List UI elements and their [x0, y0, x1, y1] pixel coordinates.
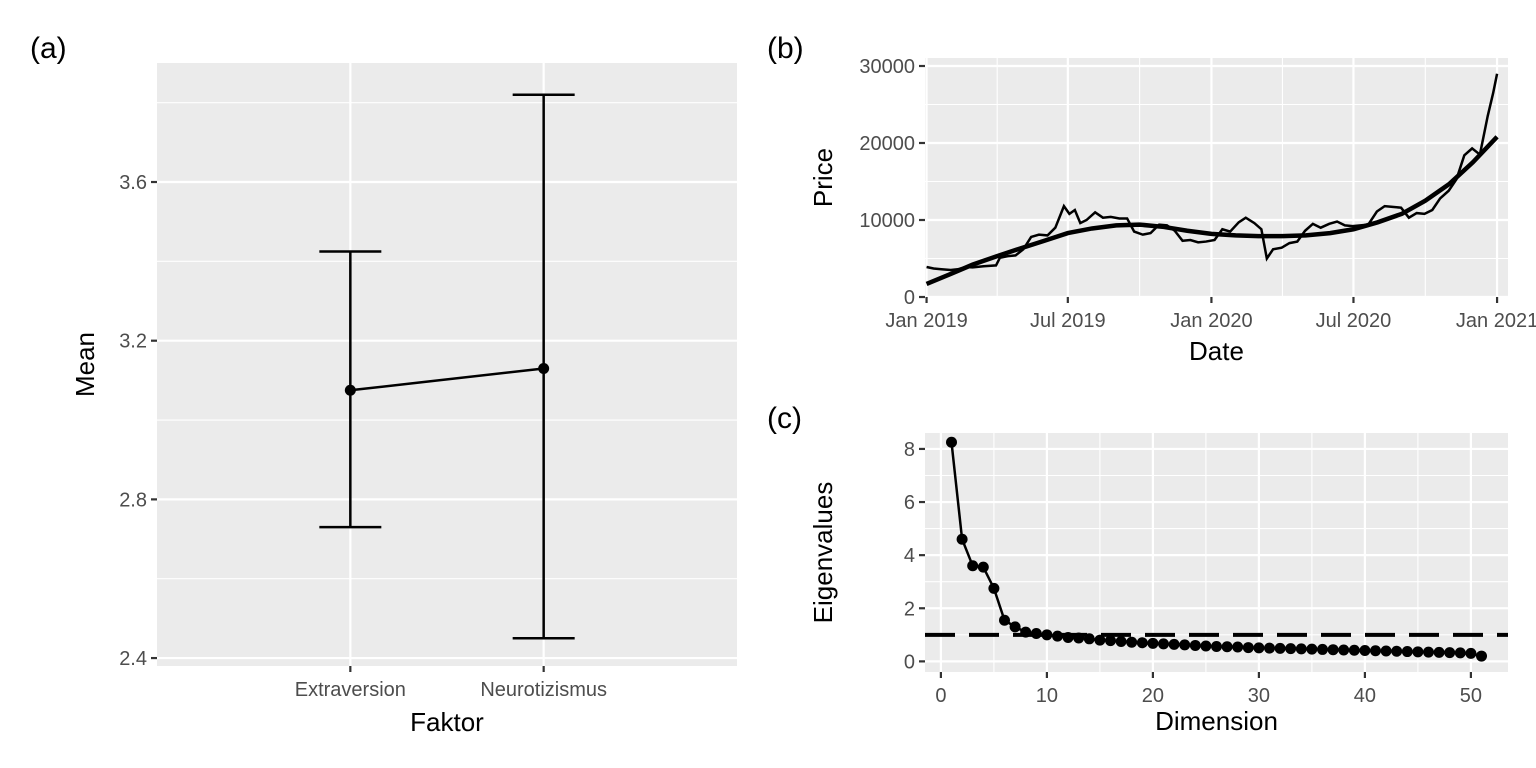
panel-c-x-tick-label: 10 — [1036, 685, 1058, 707]
panel-a-background — [157, 63, 737, 666]
panel-a-y-tick-label: 2.8 — [119, 489, 147, 511]
panel-c-eigen-point — [1242, 642, 1254, 654]
panel-b-x-tick-label: Jan 2020 — [1170, 310, 1252, 332]
panel-b-y-tick-label: 10000 — [859, 210, 915, 232]
panel-c-x-tick-label: 20 — [1142, 685, 1164, 707]
panel-c-eigen-point — [946, 436, 957, 448]
panel-b-background — [925, 58, 1508, 297]
panel-c-eigen-point — [1083, 633, 1095, 645]
panel-c-tag: (c) — [767, 402, 802, 435]
panel-b-y-tick-label: 0 — [904, 287, 915, 309]
panel-c-eigen-point — [1179, 639, 1191, 651]
panel-c-eigen-point — [956, 533, 968, 545]
panel-a-mean-point — [538, 362, 550, 374]
panel-c-eigen-point — [1476, 650, 1487, 662]
panel-c-eigen-point — [1232, 641, 1244, 653]
panel-b-x-title: Date — [1189, 336, 1244, 366]
panel-c-y-title: Eigenvalues — [808, 482, 838, 624]
panel-c-eigen-point — [967, 560, 979, 572]
panel-c-eigen-point — [1009, 621, 1021, 633]
panel-c-eigen-point — [1253, 642, 1265, 654]
panel-c-y-tick-label: 0 — [904, 651, 915, 673]
panel-c-eigen-point — [1285, 643, 1297, 655]
panel-c-eigen-point — [1306, 643, 1318, 655]
panel-c-eigen-point — [1370, 645, 1381, 657]
panel-c-eigen-point — [1105, 635, 1116, 647]
panel-c-eigen-point — [1158, 638, 1169, 650]
panel-c-eigen-point — [1274, 642, 1286, 654]
panel-c-x-tick-label: 0 — [935, 685, 946, 707]
panel-b-tag: (b) — [767, 32, 804, 65]
panel-c-y-tick-label: 8 — [904, 439, 915, 461]
panel-c-eigen-point — [1211, 641, 1222, 653]
panel-c-eigen-point — [1391, 645, 1403, 657]
panel-b-x-tick-label: Jul 2020 — [1316, 310, 1392, 332]
panel-a-mean-line — [350, 367, 544, 392]
panel-c-eigen-point — [1168, 638, 1180, 650]
panel-c-eigen-point — [999, 614, 1010, 626]
panel-c-eigen-point — [1221, 641, 1233, 653]
panel-a-x-title: Faktor — [410, 707, 484, 737]
panel-c-eigen-point — [1423, 646, 1434, 658]
panel-b-y-tick-label: 20000 — [859, 133, 915, 155]
panel-c-eigen-point — [1073, 632, 1085, 644]
panel-c: (c) 0 2 4 6 8 0 10 20 30 40 50 Dimension Eigenvalues — [767, 402, 1508, 736]
panel-c-eigen-point — [1380, 645, 1392, 657]
panel-b-x-tick-label: Jul 2019 — [1030, 310, 1106, 332]
panel-c-eigen-point — [988, 582, 1000, 594]
panel-c-eigen-point — [1317, 643, 1328, 655]
panel-c-x-title: Dimension — [1155, 706, 1278, 736]
panel-a-y-title: Mean — [70, 332, 100, 397]
panel-c-eigen-point — [1052, 630, 1063, 642]
panel-a-y-tick-label: 3.2 — [119, 331, 147, 353]
panel-c-eigen-point — [1126, 636, 1138, 648]
panel-c-y-tick-label: 2 — [904, 598, 915, 620]
panel-a: (a) 2.4 2.8 3.2 3.6 Extraversion Neurotizismus… — [30, 32, 737, 737]
panel-c-eigen-point — [1030, 627, 1042, 639]
panel-b-x-tick-label: Jan 2021 — [1456, 310, 1536, 332]
panel-a-y-tick-label: 3.6 — [119, 172, 147, 194]
panel-c-eigen-point — [1433, 646, 1445, 658]
panel-c-eigen-point — [1359, 644, 1371, 656]
panel-c-y-tick-label: 6 — [904, 492, 915, 514]
panel-b: (b) 0 10000 20000 30000 Jan 2019 Jul 2019 Jan 2… — [767, 32, 1536, 366]
panel-c-eigen-point — [1147, 637, 1159, 649]
panel-c-eigen-point — [977, 561, 989, 573]
panel-c-eigen-point — [1264, 642, 1275, 654]
panel-c-eigen-point — [1094, 634, 1106, 646]
panel-c-eigen-point — [1115, 635, 1127, 647]
panel-b-y-title: Price — [808, 148, 838, 207]
panel-c-y-tick-label: 4 — [904, 545, 915, 567]
panel-c-eigen-point — [1189, 639, 1201, 651]
panel-a-x-tick-label: Neurotizismus — [480, 679, 607, 701]
panel-c-eigen-point — [1136, 637, 1148, 649]
panel-c-eigen-point — [1401, 646, 1413, 658]
panel-c-eigen-point — [1062, 631, 1074, 643]
panel-c-eigen-point — [1465, 647, 1477, 659]
panel-c-x-tick-label: 40 — [1354, 685, 1376, 707]
panel-b-x-tick-label: Jan 2019 — [885, 310, 967, 332]
panel-a-mean-point — [344, 384, 356, 396]
panel-c-eigen-point — [1295, 643, 1307, 655]
panel-c-eigen-point — [1412, 646, 1424, 658]
panel-c-eigen-point — [1327, 644, 1339, 656]
panel-c-eigen-point — [1020, 626, 1032, 638]
panel-c-eigen-point — [1338, 644, 1350, 656]
panel-c-eigen-point — [1200, 640, 1212, 652]
panel-c-eigen-point — [1348, 644, 1360, 656]
panel-c-x-tick-label: 30 — [1248, 685, 1270, 707]
panel-c-eigen-point — [1444, 647, 1456, 659]
panel-a-tag: (a) — [30, 32, 67, 65]
panel-b-smooth-line — [925, 135, 1499, 286]
panel-c-eigen-point — [1454, 647, 1466, 659]
panel-c-x-tick-label: 50 — [1460, 685, 1482, 707]
panel-a-x-tick-label: Extraversion — [295, 679, 406, 701]
panel-a-y-tick-label: 2.4 — [119, 648, 147, 670]
panel-b-y-tick-label: 30000 — [859, 56, 915, 78]
panel-c-eigen-point — [1041, 629, 1053, 641]
